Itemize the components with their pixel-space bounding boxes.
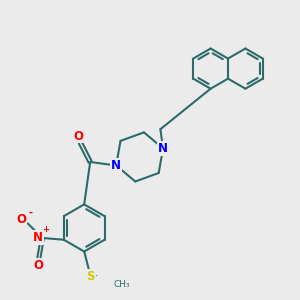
- Text: O: O: [34, 259, 44, 272]
- Text: -: -: [28, 208, 32, 218]
- Text: N: N: [111, 159, 121, 172]
- Text: N: N: [33, 231, 43, 244]
- Text: O: O: [16, 213, 26, 226]
- Text: +: +: [42, 225, 49, 234]
- Text: CH₃: CH₃: [114, 280, 130, 289]
- Text: O: O: [74, 130, 84, 142]
- Text: S: S: [86, 270, 95, 283]
- Text: N: N: [158, 142, 168, 155]
